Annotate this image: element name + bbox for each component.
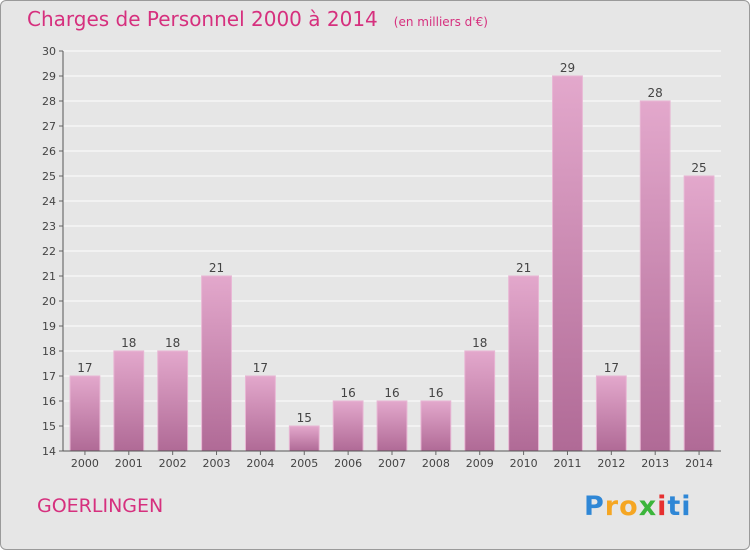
bar-2001	[113, 350, 145, 452]
bar-2014	[683, 175, 715, 452]
y-tick-label-24: 24	[42, 195, 56, 208]
y-tick-label-18: 18	[42, 345, 56, 358]
data-label-2010: 21	[516, 261, 531, 275]
bar-2009	[464, 350, 496, 452]
data-label-2005: 15	[297, 411, 312, 425]
y-tick-label-20: 20	[42, 295, 56, 308]
bar-2008	[420, 400, 452, 452]
data-label-2006: 16	[340, 386, 355, 400]
brand-logo: Proxiti	[584, 491, 692, 522]
x-tick-label-2000: 2000	[71, 457, 99, 470]
bar-2007	[376, 400, 408, 452]
bar-2004	[244, 375, 276, 452]
bar-2005	[288, 425, 320, 452]
y-tick-label-28: 28	[42, 95, 56, 108]
x-tick-label-2013: 2013	[641, 457, 669, 470]
x-tick-label-2005: 2005	[290, 457, 318, 470]
bars	[69, 75, 715, 452]
data-labels: 17 18 18 21 17 15 16 16 16 18 21 29 17 28 25	[77, 61, 706, 425]
y-tick-label-19: 19	[42, 320, 56, 333]
y-tick-label-25: 25	[42, 170, 56, 183]
data-label-2007: 16	[384, 386, 399, 400]
x-tick-label-2006: 2006	[334, 457, 362, 470]
data-label-2001: 18	[121, 336, 136, 350]
y-tick-label-14: 14	[42, 445, 56, 458]
commune-name: GOERLINGEN	[37, 495, 164, 517]
x-tick-label-2007: 2007	[378, 457, 406, 470]
x-tick-label-2008: 2008	[422, 457, 450, 470]
x-tick-label-2009: 2009	[466, 457, 494, 470]
x-tick-label-2010: 2010	[510, 457, 538, 470]
brand-letter: r	[604, 491, 620, 522]
bar-2006	[332, 400, 364, 452]
data-label-2009: 18	[472, 336, 487, 350]
bar-2011	[552, 75, 583, 452]
y-tick-label-30: 30	[42, 45, 56, 58]
bar-2010	[508, 275, 540, 452]
data-label-2012: 17	[604, 361, 619, 375]
bar-2013	[639, 100, 671, 452]
x-tick-label-2001: 2001	[115, 457, 143, 470]
x-tick-label-2012: 2012	[597, 457, 625, 470]
brand-letter: x	[638, 491, 658, 522]
y-tick-label-17: 17	[42, 370, 56, 383]
brand-letter: o	[619, 491, 639, 522]
bar-2000	[69, 375, 101, 452]
x-tick-label-2014: 2014	[685, 457, 713, 470]
title-row: Charges de Personnel 2000 à 2014 (en mil…	[27, 7, 488, 35]
data-label-2003: 21	[209, 261, 224, 275]
y-tick-label-26: 26	[42, 145, 56, 158]
chart-title: Charges de Personnel 2000 à 2014	[27, 7, 378, 31]
x-tick-label-2004: 2004	[246, 457, 274, 470]
bar-2012	[595, 375, 627, 452]
y-tick-label-22: 22	[42, 245, 56, 258]
x-tick-label-2002: 2002	[159, 457, 187, 470]
brand-letter: P	[584, 491, 605, 522]
y-tick-label-21: 21	[42, 270, 56, 283]
y-tick-label-15: 15	[42, 420, 56, 433]
x-tick-label-2011: 2011	[553, 457, 581, 470]
data-label-2004: 17	[253, 361, 268, 375]
data-label-2011: 29	[560, 61, 575, 75]
y-tick-label-27: 27	[42, 120, 56, 133]
data-label-2013: 28	[648, 86, 663, 100]
brand-letter: t	[667, 491, 682, 522]
bar-2002	[157, 350, 189, 452]
data-label-2008: 16	[428, 386, 443, 400]
axes: 14 15 16 17 18 19 20 21 22 23 24 25 26 27 28 29 30 2000 20…	[42, 45, 721, 470]
data-label-2002: 18	[165, 336, 180, 350]
chart-subtitle: (en milliers d'€)	[393, 15, 488, 29]
y-tick-label-16: 16	[42, 395, 56, 408]
data-label-2014: 25	[691, 161, 706, 175]
y-tick-label-29: 29	[42, 70, 56, 83]
data-label-2000: 17	[77, 361, 92, 375]
bar-2003	[201, 275, 232, 452]
y-tick-label-23: 23	[42, 220, 56, 233]
brand-letter: i	[681, 491, 692, 522]
brand-letter: i	[657, 491, 668, 522]
x-tick-label-2003: 2003	[203, 457, 231, 470]
